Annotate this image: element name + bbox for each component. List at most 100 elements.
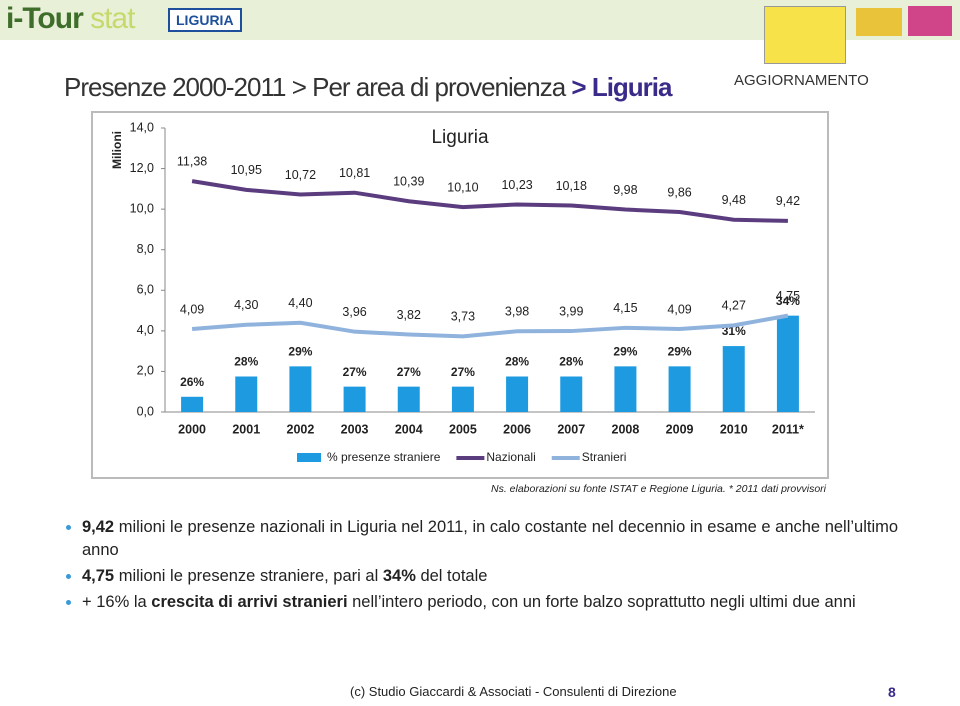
y-tick-label: 10,0 <box>130 201 154 215</box>
bar <box>506 376 529 412</box>
point-label: 11,38 <box>177 154 207 168</box>
bar-label: 29% <box>668 345 692 359</box>
bar-label: 29% <box>288 345 312 359</box>
bar-label: 28% <box>559 355 583 369</box>
bar <box>181 396 204 412</box>
point-label: 10,18 <box>556 179 587 193</box>
bar-label: 34% <box>776 294 800 308</box>
bullet-text: 9,42 <box>82 518 115 536</box>
bar-label: 28% <box>234 355 258 369</box>
point-label: 9,42 <box>776 194 800 208</box>
y-tick-label: 4,0 <box>137 323 154 337</box>
bar-label: 27% <box>397 365 421 379</box>
line <box>191 179 788 223</box>
y-tick-label: 8,0 <box>137 242 154 256</box>
bar-label: 28% <box>505 355 529 369</box>
point-label: 10,10 <box>447 180 478 194</box>
point-label: 3,98 <box>505 305 529 319</box>
page-number: 8 <box>888 684 896 700</box>
bar <box>722 346 745 412</box>
bullet-text: milioni le presenze nazionali in Liguria… <box>82 518 899 559</box>
x-tick-label: 2006 <box>503 422 531 436</box>
bar-label: 29% <box>613 345 637 359</box>
legend-label: % presenze straniere <box>327 450 441 464</box>
y-tick-label: 14,0 <box>130 120 154 134</box>
bar-label: 26% <box>180 375 204 389</box>
y-tick-label: 6,0 <box>137 283 154 297</box>
legend-label: Nazionali <box>486 450 535 464</box>
point-label: 10,23 <box>501 178 532 192</box>
bar <box>560 376 583 412</box>
logo-image <box>908 6 952 36</box>
bullet-text: nell’intero periodo, con un forte balzo … <box>347 593 856 611</box>
title-highlight: > Liguria <box>571 72 672 102</box>
bar <box>289 366 312 412</box>
x-tick-label: 2011* <box>772 422 804 436</box>
point-label: 9,86 <box>667 185 691 199</box>
source-note: Ns. elaborazioni su fonte ISTAT e Region… <box>491 483 827 495</box>
chart: Liguria Milioni Ns. elaborazioni su font… <box>91 111 829 495</box>
logo-main: i-Tour <box>6 2 84 35</box>
y-tick-label: 12,0 <box>130 161 154 175</box>
point-label: 4,15 <box>613 301 637 315</box>
point-label: 9,98 <box>613 183 637 197</box>
bullet: + 16% la crescita di arrivi stranieri ne… <box>82 591 932 614</box>
bar <box>668 366 691 412</box>
point-label: 4,09 <box>180 302 204 316</box>
point-label: 10,81 <box>339 166 370 180</box>
logo: i-Tour stat <box>6 2 135 36</box>
x-tick-label: 2008 <box>612 422 640 436</box>
bar <box>451 386 474 412</box>
x-tick-label: 2009 <box>666 422 694 436</box>
point-label: 4,09 <box>667 302 691 316</box>
bullet: 9,42 milioni le presenze nazionali in Li… <box>82 516 932 562</box>
x-tick-label: 2010 <box>720 422 748 436</box>
x-tick-label: 2004 <box>395 422 423 436</box>
y-axis-label: Milioni <box>110 131 124 169</box>
x-tick-label: 2007 <box>557 422 585 436</box>
point-label: 3,82 <box>397 308 421 322</box>
line <box>191 313 789 339</box>
x-tick-label: 2002 <box>287 422 315 436</box>
bar <box>343 386 366 412</box>
bullet-text: 34% <box>382 567 416 585</box>
bullet-text: del totale <box>415 567 488 585</box>
x-tick-label: 2000 <box>178 422 206 436</box>
point-label: 10,95 <box>231 163 262 177</box>
y-tick-label: 2,0 <box>137 364 154 378</box>
bar <box>614 366 637 412</box>
bullet: 4,75 milioni le presenze straniere, pari… <box>82 565 932 588</box>
title-text: Presenze 2000-2011 > Per area di proveni… <box>64 72 566 102</box>
x-tick-label: 2001 <box>232 422 260 436</box>
bar <box>776 315 799 412</box>
bullet-text: 4,75 <box>82 567 115 585</box>
logo-image <box>764 6 846 64</box>
bar <box>397 386 420 412</box>
point-label: 3,96 <box>342 305 366 319</box>
point-label: 4,30 <box>234 298 258 312</box>
point-label: 3,99 <box>559 304 583 318</box>
point-label: 10,72 <box>285 168 316 182</box>
legend-label: Stranieri <box>582 450 627 464</box>
slide-title: Presenze 2000-2011 > Per area di proveni… <box>64 72 672 103</box>
y-tick-label: 0,0 <box>137 404 154 418</box>
point-label: 3,73 <box>451 310 475 324</box>
point-label: 4,27 <box>722 299 746 313</box>
bullet-list: 9,42 milioni le presenze nazionali in Li… <box>62 516 932 617</box>
logo-image <box>856 8 902 36</box>
point-label: 4,40 <box>288 296 312 310</box>
bar-label: 27% <box>343 365 367 379</box>
chart-frame <box>91 111 829 479</box>
bar <box>235 376 258 412</box>
legend-swatch <box>297 453 321 462</box>
bullet-text: + 16% la <box>82 593 152 611</box>
footer-credit: (c) Studio Giaccardi & Associati - Consu… <box>350 684 677 699</box>
point-label: 4,75 <box>776 289 800 303</box>
bullet-text: crescita di arrivi stranieri <box>151 593 348 611</box>
x-tick-label: 2005 <box>449 422 477 436</box>
chart-title: Liguria <box>431 127 488 148</box>
update-tag: AGGIORNAMENTO <box>734 72 869 89</box>
point-label: 10,39 <box>393 175 424 189</box>
bar-label: 27% <box>451 365 475 379</box>
